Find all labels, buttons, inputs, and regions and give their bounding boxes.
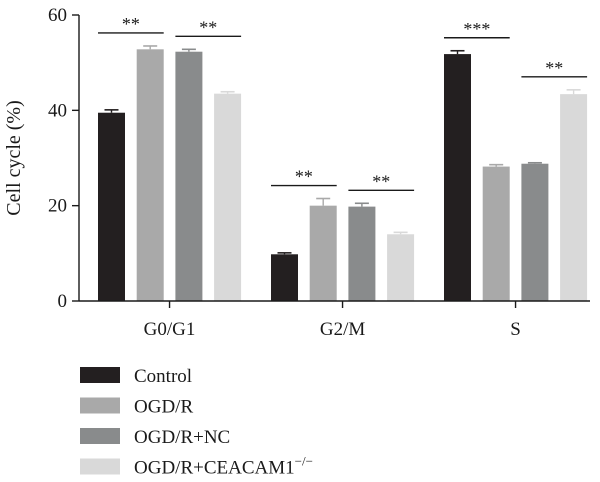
legend-label: OGD/R xyxy=(134,397,193,418)
x-category-label: S xyxy=(510,319,521,340)
bar xyxy=(136,49,164,301)
bar xyxy=(175,51,203,301)
bar xyxy=(444,54,471,301)
bar xyxy=(348,206,376,301)
y-axis-title: Cell cycle (%) xyxy=(3,100,25,216)
significance-label: *** xyxy=(463,19,490,39)
y-tick-label: 60 xyxy=(48,5,67,26)
bar xyxy=(214,93,242,302)
bar xyxy=(98,112,125,301)
y-tick-label: 20 xyxy=(48,196,67,217)
legend-swatch xyxy=(80,458,120,475)
significance-label: ** xyxy=(295,167,313,187)
bar xyxy=(521,163,549,301)
y-tick-label: 40 xyxy=(48,100,67,121)
bar xyxy=(271,254,298,301)
bar xyxy=(387,234,415,301)
significance-label: ** xyxy=(199,17,217,37)
significance-label: ** xyxy=(372,171,390,191)
y-axis: 0 20 40 60 xyxy=(48,5,80,312)
plot-area: ** **** ******* xyxy=(98,14,588,302)
legend-label: Control xyxy=(134,366,192,387)
legend: Control OGD/R OGD/R+NC OGD/R+CEACAM1−/− xyxy=(80,366,313,479)
x-category-label: G2/M xyxy=(320,319,366,340)
legend-label: OGD/R+NC xyxy=(134,427,230,448)
legend-swatch xyxy=(80,397,120,414)
bar xyxy=(309,205,337,301)
bar xyxy=(560,94,588,301)
bar xyxy=(482,166,510,301)
x-category-label: G0/G1 xyxy=(144,319,196,340)
significance-label: ** xyxy=(545,58,563,78)
x-axis: G0/G1 G2/M S xyxy=(79,300,590,340)
significance-label: ** xyxy=(122,14,140,34)
legend-label: OGD/R+CEACAM1−/− xyxy=(134,454,313,479)
legend-swatch xyxy=(80,367,120,383)
legend-swatch xyxy=(80,428,120,444)
y-tick-label: 0 xyxy=(58,291,68,312)
